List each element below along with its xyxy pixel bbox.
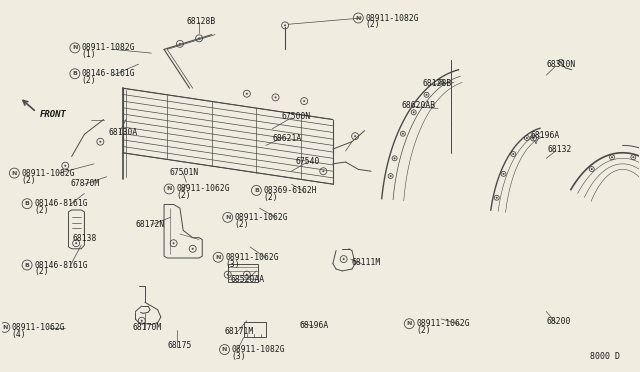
Text: (2): (2) — [365, 20, 380, 29]
Text: 68130A: 68130A — [109, 128, 138, 137]
Text: N: N — [2, 325, 8, 330]
Text: 68170M: 68170M — [132, 323, 161, 332]
Circle shape — [246, 274, 248, 276]
Text: 08911-1062G: 08911-1062G — [12, 323, 65, 332]
Text: (2): (2) — [235, 220, 250, 229]
Text: (2): (2) — [82, 76, 97, 85]
Text: N: N — [12, 171, 17, 176]
Circle shape — [560, 61, 562, 63]
Text: 68621A: 68621A — [273, 134, 301, 142]
Circle shape — [275, 96, 276, 98]
Text: (2): (2) — [34, 267, 49, 276]
Text: 68620AB: 68620AB — [402, 101, 436, 110]
Text: 08911-1082G: 08911-1082G — [82, 44, 136, 52]
Circle shape — [192, 248, 194, 250]
Text: N: N — [222, 347, 227, 352]
Circle shape — [413, 111, 415, 113]
Text: 68310N: 68310N — [547, 60, 575, 70]
Text: (2): (2) — [21, 176, 36, 185]
Text: 08146-8161G: 08146-8161G — [34, 199, 88, 208]
Text: 68172N: 68172N — [136, 219, 164, 228]
Text: B: B — [254, 188, 259, 193]
Text: (4): (4) — [12, 330, 26, 339]
Text: 68200: 68200 — [547, 317, 571, 326]
Text: 08911-1082G: 08911-1082G — [21, 169, 75, 177]
Circle shape — [284, 25, 286, 26]
Text: 08911-1082G: 08911-1082G — [232, 345, 285, 354]
Text: (2): (2) — [416, 326, 431, 335]
Text: 67500N: 67500N — [282, 112, 311, 121]
Circle shape — [390, 175, 392, 177]
Text: N: N — [216, 255, 221, 260]
Circle shape — [64, 165, 67, 167]
Text: 68111M: 68111M — [352, 258, 381, 267]
Text: N: N — [356, 16, 361, 20]
Text: 68132: 68132 — [547, 145, 572, 154]
Text: 08369-6162H: 08369-6162H — [264, 186, 317, 195]
Text: B: B — [72, 71, 77, 76]
Circle shape — [402, 133, 404, 135]
Circle shape — [99, 141, 101, 143]
Circle shape — [141, 320, 143, 322]
Text: (3): (3) — [232, 352, 246, 361]
Text: 68128B: 68128B — [422, 79, 451, 88]
Circle shape — [502, 173, 504, 175]
Circle shape — [342, 258, 345, 260]
Circle shape — [591, 168, 593, 170]
Text: N: N — [406, 321, 412, 326]
Text: N: N — [72, 45, 77, 51]
Text: 8000 D: 8000 D — [589, 352, 620, 361]
Text: 67501N: 67501N — [169, 168, 198, 177]
Text: B: B — [24, 201, 29, 206]
Text: 68171M: 68171M — [225, 327, 254, 336]
Text: 08911-1062G: 08911-1062G — [225, 253, 279, 262]
Circle shape — [323, 170, 324, 172]
Circle shape — [179, 43, 181, 45]
Text: N: N — [166, 186, 172, 192]
Circle shape — [354, 135, 356, 137]
Text: (1): (1) — [82, 50, 97, 60]
Text: B: B — [24, 263, 29, 267]
Circle shape — [512, 153, 515, 155]
Circle shape — [246, 93, 248, 95]
Circle shape — [440, 81, 442, 83]
Text: 08911-1062G: 08911-1062G — [416, 319, 470, 328]
Text: 68196A: 68196A — [531, 131, 559, 140]
Circle shape — [611, 156, 613, 158]
Text: 68196A: 68196A — [300, 321, 329, 330]
Circle shape — [526, 137, 528, 139]
Text: 08911-1062G: 08911-1062G — [235, 213, 289, 222]
Text: 68128B: 68128B — [186, 17, 216, 26]
Circle shape — [532, 137, 534, 139]
Text: 67870M: 67870M — [70, 179, 100, 188]
Circle shape — [394, 157, 396, 159]
Text: (3): (3) — [225, 260, 240, 269]
Circle shape — [496, 197, 498, 199]
Circle shape — [198, 37, 200, 39]
Circle shape — [426, 94, 428, 96]
Circle shape — [632, 156, 634, 158]
Text: (2): (2) — [176, 192, 191, 201]
Text: 08911-1082G: 08911-1082G — [365, 13, 419, 22]
Text: FRONT: FRONT — [40, 109, 67, 119]
Text: 08146-8161G: 08146-8161G — [34, 260, 88, 269]
Circle shape — [227, 274, 228, 276]
Circle shape — [173, 242, 175, 244]
Text: 08146-8161G: 08146-8161G — [82, 69, 136, 78]
Text: 08911-1062G: 08911-1062G — [176, 185, 230, 193]
Text: (2): (2) — [264, 193, 278, 202]
Text: (2): (2) — [34, 206, 49, 215]
Text: 68520AA: 68520AA — [231, 275, 265, 284]
Circle shape — [303, 100, 305, 102]
Text: 67540: 67540 — [296, 157, 320, 166]
Text: 68175: 68175 — [167, 341, 191, 350]
Circle shape — [75, 242, 77, 244]
Text: 68138: 68138 — [73, 234, 97, 243]
Text: N: N — [225, 215, 230, 220]
